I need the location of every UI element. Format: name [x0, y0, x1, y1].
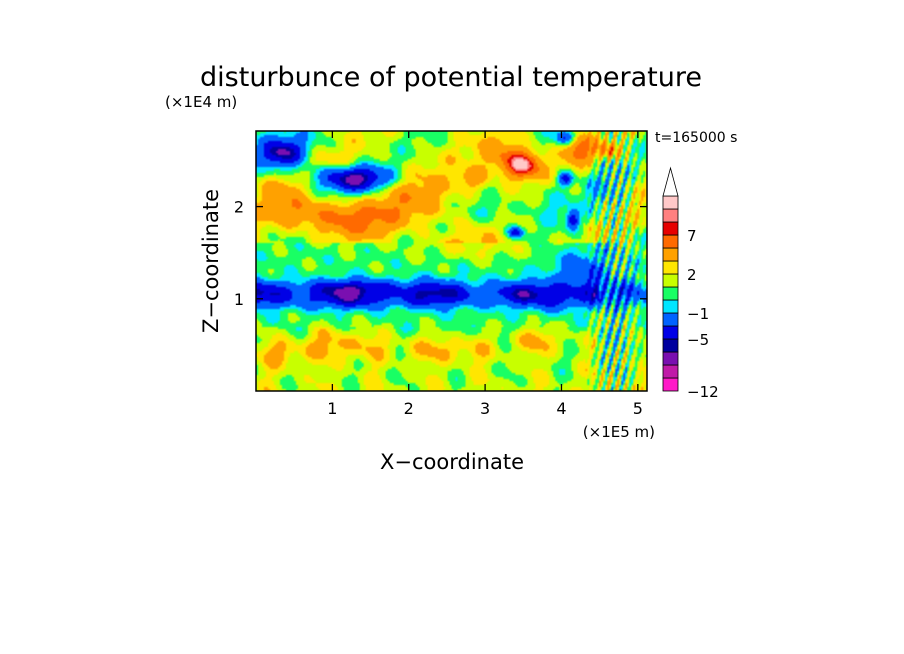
- colorbar-labels: 7 2 −1 −5 −12: [687, 227, 719, 401]
- colorbar-swatch-7: [662, 286, 679, 301]
- colorbar-swatch-8: [662, 273, 679, 288]
- colorbar-swatch-3: [662, 338, 679, 353]
- colorbar-label-4: −12: [687, 383, 719, 401]
- y-axis-label: Z−coordinate: [199, 189, 223, 333]
- colorbar-swatch-0: [662, 377, 679, 392]
- y-tick-label-1: 2: [234, 198, 244, 217]
- colorbar-label-2: −1: [687, 305, 709, 323]
- colorbar-swatch-11: [662, 234, 679, 249]
- contour-field: [256, 131, 647, 391]
- colorbar-swatch-5: [662, 312, 679, 327]
- colorbar: [662, 166, 679, 392]
- x-tick-label-0: 1: [327, 399, 337, 418]
- colorbar-swatch-9: [662, 260, 679, 275]
- y-axis-unit: (×1E4 m): [165, 93, 237, 111]
- colorbar-label-3: −5: [687, 331, 709, 349]
- colorbar-label-0: 7: [687, 227, 697, 245]
- x-tick-label-1: 2: [404, 399, 414, 418]
- x-axis-label: X−coordinate: [380, 450, 524, 474]
- colorbar-swatch-10: [662, 247, 679, 262]
- y-axis-ticks: 12: [234, 198, 647, 309]
- x-tick-label-3: 4: [556, 399, 566, 418]
- colorbar-swatch-12: [662, 221, 679, 236]
- x-tick-label-4: 5: [633, 399, 643, 418]
- x-tick-label-2: 3: [480, 399, 490, 418]
- colorbar-swatch-6: [662, 299, 679, 314]
- colorbar-swatch-13: [662, 208, 679, 223]
- time-label: t=165000 s: [655, 130, 737, 146]
- y-tick-label-0: 1: [234, 290, 244, 309]
- chart-title: disturbunce of potential temperature: [200, 62, 702, 93]
- colorbar-label-1: 2: [687, 266, 697, 284]
- x-axis-unit: (×1E5 m): [583, 423, 655, 441]
- colorbar-swatch-1: [662, 364, 679, 379]
- colorbar-swatch-14: [662, 195, 679, 210]
- colorbar-extend-arrow: [662, 166, 679, 197]
- colorbar-swatch-2: [662, 351, 679, 366]
- plot-frame: [255, 130, 648, 392]
- x-axis-ticks: 1 2 3 4 5: [327, 131, 643, 418]
- colorbar-swatch-4: [662, 325, 679, 340]
